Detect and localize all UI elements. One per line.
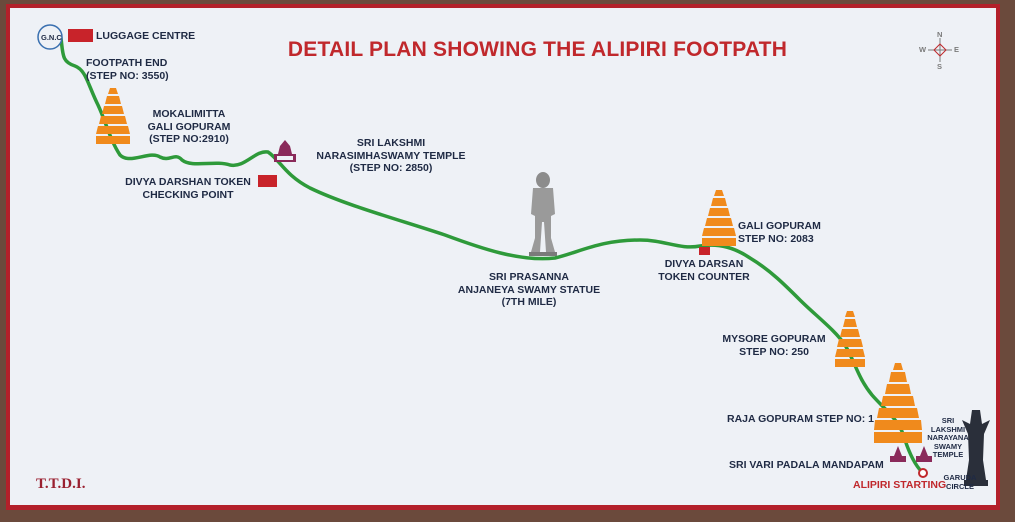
gali-gopuram-icon: [702, 190, 736, 246]
divya-counter-label: DIVYA DARSAN TOKEN COUNTER: [658, 258, 750, 283]
vari-padala-mandapam-icon: [890, 446, 906, 462]
divya-checking-label: DIVYA DARSHAN TOKEN CHECKING POINT: [125, 176, 251, 201]
gnc-circle-icon: [37, 24, 63, 50]
map-title: DETAIL PLAN SHOWING THE ALIPIRI FOOTPATH: [287, 38, 788, 61]
board-surface: [10, 8, 996, 505]
compass-north-label: N: [937, 30, 943, 39]
garuda-statue-icon: [962, 410, 990, 486]
lakshmi-narayana-temple-icon: [916, 446, 932, 462]
gali-gopuram-label: GALI GOPURAM STEP NO: 2083: [738, 220, 821, 245]
vari-padala-label: SRI VARI PADALA MANDAPAM: [729, 459, 884, 471]
divya-counter-marker: [699, 247, 710, 255]
luggage-legend-label: LUGGAGE CENTRE: [96, 30, 196, 42]
lakshmi-narasimha-label: SRI LAKSHMI NARASIMHASWAMY TEMPLE (STEP …: [316, 137, 466, 174]
ttd-logo: T.T.D.I.: [36, 476, 86, 492]
raja-gopuram-icon: [874, 363, 922, 443]
anjaneya-label: SRI PRASANNA ANJANEYA SWAMY STATUE (7TH …: [457, 271, 601, 308]
luggage-legend-marker: [68, 29, 93, 42]
garuda-circle-label: GARUDA CIRCLE: [943, 473, 977, 491]
alipiri-start-label: ALIPIRI STARTING: [853, 479, 947, 491]
footpath-end-label: FOOTPATH END (STEP NO: 3550): [86, 57, 169, 82]
alipiri-start-marker: [918, 468, 928, 478]
divya-checking-marker: [258, 175, 277, 187]
lakshmi-narayana-label: SRI LAKSHMI NARAYANA SWAMY TEMPLE: [927, 416, 969, 459]
compass-south-label: S: [937, 62, 943, 71]
mokalimitta-gopuram-icon: [96, 88, 130, 144]
raja-gopuram-label: RAJA GOPURAM STEP NO: 1: [727, 413, 875, 425]
compass-east-label: E: [954, 45, 960, 54]
anjaneya-statue-icon: [529, 172, 557, 256]
gnc-label: G.N.C: [41, 33, 62, 42]
mysore-gopuram-label: MYSORE GOPURAM STEP NO: 250: [722, 333, 826, 358]
mokalimitta-label: MOKALIMITTA GALI GOPURAM (STEP NO:2910): [147, 108, 231, 145]
compass-icon: [928, 38, 952, 62]
compass-west-label: W: [919, 45, 927, 54]
lakshmi-narasimha-temple-icon: [274, 140, 296, 162]
mysore-gopuram-icon: [835, 311, 865, 367]
